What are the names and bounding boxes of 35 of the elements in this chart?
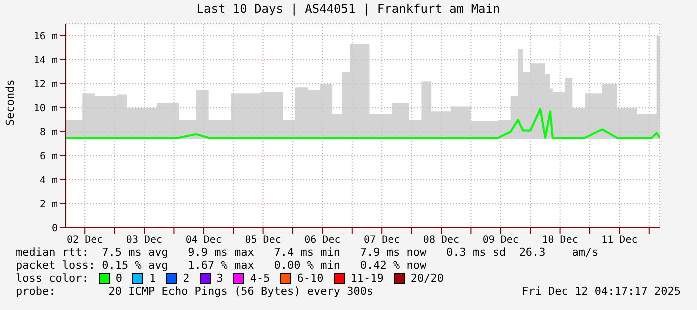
text: 1 [149, 272, 156, 285]
x-tick-label: 05 Dec [245, 235, 282, 246]
text: 6-10 [297, 272, 324, 285]
text: packet loss: 0.15 % avg 1.67 % max 0.00 % min 0.42 % now [16, 259, 428, 272]
x-tick-label: 06 Dec [304, 235, 341, 246]
y-tick-label: 4 m [40, 176, 58, 187]
x-tick-label: 07 Dec [364, 235, 400, 246]
text: 0 [116, 272, 122, 285]
x-tick-label: 03 Dec [126, 235, 163, 246]
y-tick-label: 8 m [40, 128, 58, 139]
text: 3 [216, 272, 224, 285]
x-tick-label: 09 Dec [482, 235, 519, 246]
y-tick-label: 14 m [34, 56, 58, 67]
text: 4-5 [250, 272, 270, 285]
y-tick-label: 6 m [40, 152, 58, 163]
y-tick-label: 16 m [34, 32, 58, 43]
x-tick-label: 04 Dec [186, 235, 222, 246]
chart-title: Last 10 Days | AS44051 | Frankfurt am Main [196, 1, 502, 18]
x-tick-label: 08 Dec [423, 235, 460, 246]
text: probe: 20 ICMP Echo Pings (56 Bytes) every 300s [16, 285, 374, 298]
text: loss color: [16, 272, 89, 285]
y-axis-title: Seconds [4, 80, 17, 126]
line-series [66, 108, 660, 139]
text: 20/20 [410, 272, 444, 285]
y-tick-label: 10 m [34, 104, 58, 115]
text: 2 [183, 272, 190, 285]
y-tick-label: 12 m [34, 80, 58, 91]
x-tick-label: 02 Dec [67, 235, 104, 246]
text: median rtt: 7.5 ms avg 9.9 ms max 7.4 ms min 7.9 ms now 0.3 ms sd 26.3 am/s [16, 246, 600, 259]
text: Fri Dec 12 04:17:17 2025 [522, 285, 681, 298]
text: 11-19 [350, 272, 384, 285]
y-tick-label: 0 [52, 224, 58, 235]
x-tick-label: 10 Dec [542, 235, 578, 246]
y-tick-label: 2 m [40, 200, 58, 211]
x-tick-label: 11 Dec [602, 235, 638, 246]
